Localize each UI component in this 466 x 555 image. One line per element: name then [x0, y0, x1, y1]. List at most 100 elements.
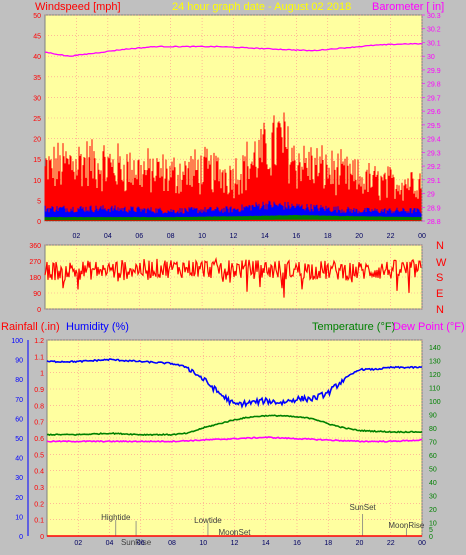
wind-x-tick-label: 14: [261, 233, 269, 240]
humidity-y-tick-label: 90: [15, 358, 23, 365]
compass-labels: N W S E N: [436, 240, 447, 316]
compass-n-top: N: [436, 240, 444, 252]
temperature-y-tick-label: 10: [429, 520, 437, 527]
barometer-y-tick-label: 30.2: [427, 27, 441, 34]
temperature-y-tick-label: 80: [429, 426, 437, 433]
moonset-label: MoonSet: [218, 528, 251, 537]
barometer-y-tick-label: 29.1: [427, 178, 441, 185]
wind-series-1: [44, 200, 422, 219]
rainfall-y-tick-label: 1.1: [34, 354, 44, 361]
hightide-label: Hightide: [101, 513, 131, 522]
wind-trace-1: [44, 200, 422, 219]
hum-temp-x-tick-label: 04: [106, 540, 114, 547]
rainfall-y-tick-label: 0.3: [34, 485, 44, 492]
wind-trace-0: [44, 112, 422, 221]
wind-direction-ticks: 0 90 180 270 360: [29, 243, 41, 314]
rainfall-y-tick-label: 0: [40, 534, 44, 541]
humidity-temperature-series: [46, 358, 423, 537]
temperature-y-tick-label: 50: [429, 466, 437, 473]
wind-y-tick-label: 25: [33, 116, 41, 123]
rainfall-y-tick-label: 0.4: [34, 469, 44, 476]
wind-y-tick-label: 5: [37, 198, 41, 205]
wind-series-2: [44, 214, 422, 221]
hum-temp-x-tick-label: 10: [199, 540, 207, 547]
temperature-y-tick-label: 90: [429, 412, 437, 419]
wind-series-0: [44, 112, 422, 221]
barometer-y-tick-label: 29: [427, 192, 435, 199]
humidity-y-tick-label: 10: [15, 514, 23, 521]
rainfall-header: Rainfall (.in): [1, 321, 60, 333]
rainfall-y-tick-label: 0.6: [34, 436, 44, 443]
wind-y-tick-label: 35: [33, 75, 41, 82]
direction-y-tick-label: 270: [29, 259, 41, 266]
rainfall-y-tick-label: 0.1: [34, 518, 44, 525]
barometer-header: Barometer [ in]: [372, 1, 444, 13]
event-markers: Hightide SunRise Lowtide MoonSet SunSet MoonR…: [101, 503, 425, 547]
sunrise-label: SunRise: [121, 538, 152, 547]
temperature-line: [46, 414, 423, 437]
temperature-y-tick-label: 40: [429, 480, 437, 487]
wind-x-tick-label: 20: [355, 233, 363, 240]
hum-temp-x-tick-label: 00: [418, 540, 426, 547]
compass-e: E: [436, 288, 443, 300]
hum-temp-x-tick-label: 16: [293, 540, 301, 547]
direction-y-tick-label: 180: [29, 275, 41, 282]
barometer-y-tick-label: 29.9: [427, 68, 441, 75]
temperature-y-tick-label: 120: [429, 372, 441, 379]
hum-temp-x-tick-label: 18: [324, 540, 332, 547]
temperature-y-tick-label: 70: [429, 439, 437, 446]
temperature-y-tick-label: 110: [429, 385, 440, 392]
humidity-y-tick-label: 0: [19, 534, 23, 541]
hum-temp-x-tick-label: 08: [168, 540, 176, 547]
direction-y-tick-label: 90: [33, 291, 41, 298]
humidity-temperature-panel: Hightide SunRise Lowtide MoonSet SunSet MoonR…: [1, 321, 465, 547]
rainfall-y-tick-label: 0.8: [34, 403, 44, 410]
compass-s: S: [436, 272, 443, 284]
windspeed-header: Windspeed [mph]: [35, 1, 121, 13]
humidity-header: Humidity (%): [66, 321, 129, 333]
temperature-y-tick-label: 20: [429, 507, 437, 514]
barometer-y-tick-label: 29.4: [427, 137, 441, 144]
rainfall-y-tick-label: 0.9: [34, 387, 44, 394]
wind-x-tick-label: 16: [292, 233, 300, 240]
barometer-y-tick-label: 29.5: [427, 123, 441, 130]
wind-y-tick-label: 50: [33, 13, 41, 20]
humidity-y-tick-label: 40: [15, 456, 23, 463]
wind-direction-panel: 0 90 180 270 360 N W S E N: [29, 240, 447, 316]
humidity-y-tick-label: 60: [15, 416, 23, 423]
direction-y-tick-label: 0: [37, 307, 41, 314]
temperature-y-tick-label: 30: [429, 493, 437, 500]
wind-y-tick-label: 10: [33, 178, 41, 185]
humidity-y-tick-label: 20: [15, 495, 23, 502]
temperature-y-tick-label: 140: [429, 345, 441, 352]
humidity-y-tick-label: 100: [11, 338, 23, 345]
hum-temp-x-tick-label: 22: [387, 540, 395, 547]
barometer-y-tick-label: 30.3: [427, 13, 441, 20]
humidity-line: [46, 358, 423, 409]
wind-direction-series: [44, 256, 422, 298]
temperature-y-tick-label: 0: [429, 534, 433, 541]
wind-x-tick-label: 18: [324, 233, 332, 240]
barometer-y-tick-label: 30.1: [427, 40, 441, 47]
wind-y-tick-label: 45: [33, 34, 41, 41]
wind-direction-line: [44, 256, 422, 298]
barometer-y-tick-label: 28.9: [427, 205, 441, 212]
wind-y-tick-label: 15: [33, 157, 41, 164]
wind-barometer-panel: 0 5 10 15 20 25 30 35 40 45 50 28.8 28.9 29 29.1 29.2 29…: [33, 1, 444, 240]
dew-point-header: Dew Point (°F): [393, 321, 465, 333]
wind-x-tick-label: 02: [73, 233, 81, 240]
dew-point-line: [46, 436, 423, 443]
barometer-y-tick-label: 29.2: [427, 164, 441, 171]
sunset-label: SunSet: [350, 503, 377, 512]
temperature-y-tick-label: 60: [429, 453, 437, 460]
compass-w: W: [436, 257, 447, 269]
wind-x-tick-label: 06: [135, 233, 143, 240]
rainfall-y-tick-label: 1.2: [34, 338, 44, 345]
humidity-y-tick-label: 50: [15, 436, 23, 443]
barometer-y-tick-label: 28.8: [427, 219, 441, 226]
hum-temp-x-tick-label: 14: [262, 540, 270, 547]
temperature-header: Temperature (°F): [312, 321, 395, 333]
direction-y-tick-label: 360: [29, 243, 41, 250]
temperature-y-tick-label: 5: [429, 527, 433, 534]
